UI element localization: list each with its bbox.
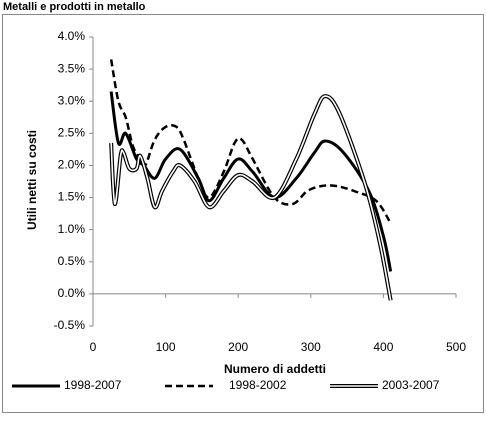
legend-label: 1998-2002 (229, 378, 287, 392)
y-tick-label: 3.5% (58, 61, 86, 75)
x-tick-label: 0 (90, 340, 97, 354)
x-tick-label: 500 (446, 340, 466, 354)
y-tick-label: 1.0% (58, 222, 86, 236)
legend-label: 2003-2007 (382, 378, 440, 392)
x-tick-label: 100 (156, 340, 176, 354)
y-tick-label: 2.5% (58, 126, 86, 140)
y-tick-label: 3.0% (58, 93, 86, 107)
chart-frame (2, 14, 484, 413)
y-tick-label: 2.0% (58, 158, 86, 172)
x-axis-title: Numero di addetti (224, 362, 326, 376)
legend-label: 1998-2007 (64, 378, 122, 392)
y-tick-label: -0.5% (54, 318, 86, 332)
x-tick-label: 400 (373, 340, 393, 354)
y-tick-label: 4.0% (58, 29, 86, 43)
x-tick-label: 300 (301, 340, 321, 354)
x-tick-label: 200 (228, 340, 248, 354)
series-line-inner (110, 95, 392, 301)
y-tick-label: 0.0% (58, 286, 86, 300)
chart-title: Metalli e prodotti in metallo (3, 1, 146, 13)
y-tick-label: 0.5% (58, 254, 86, 268)
y-axis-title: Utili netti su costi (25, 130, 39, 230)
y-tick-label: 1.5% (58, 190, 86, 204)
